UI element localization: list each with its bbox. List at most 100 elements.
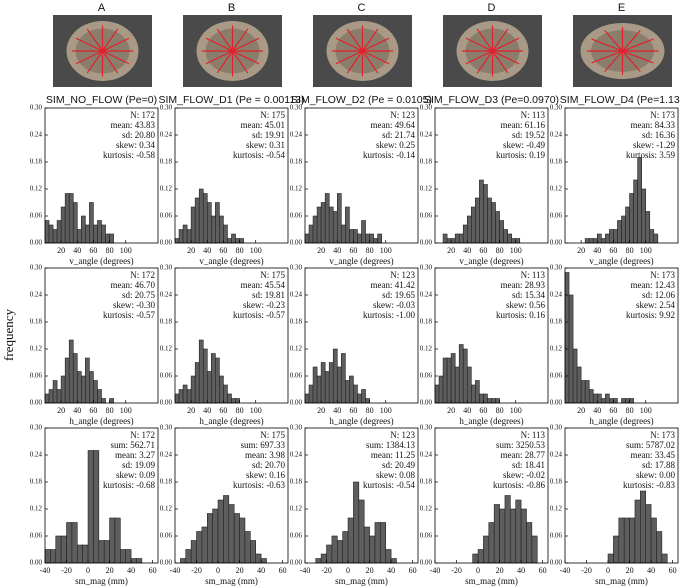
histogram-bar <box>633 179 638 244</box>
x-tick-label: 40 <box>387 566 395 575</box>
vessel <box>232 28 249 52</box>
histogram-bar <box>601 398 606 404</box>
histogram-bar <box>64 357 70 404</box>
stat-text: mean: 61.16 <box>501 120 546 130</box>
histogram-bar <box>48 389 54 404</box>
histogram-bar <box>592 238 598 244</box>
y-tick-label: 0.12 <box>420 345 433 353</box>
histogram-bar <box>336 366 342 404</box>
y-tick-label: 0.12 <box>30 185 43 193</box>
stat-text: skew: 0.31 <box>246 140 285 150</box>
histogram-bar <box>185 549 192 564</box>
column-letter: E <box>618 2 625 14</box>
vessel <box>362 50 379 74</box>
axes-frame <box>304 107 419 244</box>
histogram-bar <box>260 558 267 564</box>
stat-text: sum: 562.71 <box>110 440 155 450</box>
histogram-bar <box>231 398 236 404</box>
x-tick-label: 80 <box>106 406 114 415</box>
histogram-bar <box>446 238 452 244</box>
x-tick-label: 100 <box>640 406 652 415</box>
histogram-bar <box>653 233 659 244</box>
y-tick-label: 0.00 <box>160 239 173 247</box>
histogram-bar <box>320 202 326 244</box>
histogram-bar <box>609 229 614 244</box>
y-tick-label: 0.00 <box>30 239 43 247</box>
histogram-bar <box>89 202 94 244</box>
vessel <box>216 28 233 52</box>
histogram-bar <box>491 202 496 244</box>
x-tick-label: 80 <box>496 406 504 415</box>
histogram-bar <box>316 206 322 244</box>
histogram-bar <box>64 193 70 244</box>
y-tick-label: 0.30 <box>550 264 563 272</box>
x-tick-label: 40 <box>647 566 655 575</box>
histogram-bar <box>44 220 50 244</box>
stat-text: skew: 0.16 <box>246 470 285 480</box>
x-tick-label: -20 <box>581 566 592 575</box>
histogram-bar <box>345 206 350 244</box>
histogram-bar <box>223 224 228 244</box>
histogram-bar <box>613 229 618 244</box>
x-tick-label: 40 <box>257 566 265 575</box>
stat-text: kurtosis: -0.57 <box>103 310 156 320</box>
stat-text: skew: 0.08 <box>376 470 415 480</box>
stat-text: kurtosis: -1.00 <box>363 310 416 320</box>
stat-text: kurtosis: -0.54 <box>363 480 416 490</box>
x-tick-label: 100 <box>640 246 652 255</box>
histogram-bar <box>174 238 180 244</box>
stat-text: sd: 20.80 <box>122 130 156 140</box>
histogram-bar <box>93 380 98 404</box>
x-axis-label: v_angle (degrees) <box>329 256 393 266</box>
histogram-bar <box>454 366 460 404</box>
histogram-bar <box>483 393 488 404</box>
x-axis-label: h_angle (degrees) <box>459 416 523 426</box>
histogram-bar <box>596 393 602 404</box>
stat-text: skew: -0.49 <box>503 140 545 150</box>
stat-text: kurtosis: -0.57 <box>233 310 286 320</box>
specimen-image <box>443 15 542 87</box>
y-tick-label: 0.00 <box>420 399 433 407</box>
histogram-bar <box>629 517 636 564</box>
column-letter: B <box>228 2 235 14</box>
histogram-bar <box>475 380 480 404</box>
histogram-bar <box>446 357 452 404</box>
vessel <box>86 28 103 52</box>
histogram-bar <box>347 517 354 564</box>
histogram-bar <box>231 233 236 244</box>
histogram-bar <box>219 215 224 244</box>
y-tick-label: 0.00 <box>550 559 563 567</box>
histogram-bar <box>328 206 334 244</box>
x-axis-label: sm_mag (mm) <box>595 576 648 586</box>
y-tick-label: 0.30 <box>160 264 173 272</box>
x-tick-label: 100 <box>510 406 522 415</box>
histogram-bar <box>576 366 582 404</box>
histogram-bar <box>656 531 663 564</box>
stat-text: mean: 28.93 <box>501 280 546 290</box>
stat-text: sum: 3250.53 <box>496 440 546 450</box>
y-tick-label: 0.18 <box>550 158 563 166</box>
histogram-bar <box>186 229 192 244</box>
histogram-bar <box>365 233 370 244</box>
y-tick-label: 0.06 <box>420 212 433 220</box>
y-tick-label: 0.12 <box>290 345 303 353</box>
column-title: SIM_FLOW_D1 (Pe = 0.00113) <box>159 94 305 106</box>
axes-frame <box>44 267 159 404</box>
specimen-image <box>53 15 152 87</box>
histogram-bar <box>85 357 90 404</box>
stat-text: N: 113 <box>521 270 546 280</box>
stat-text: sd: 20.49 <box>382 460 416 470</box>
stat-text: mean: 49.64 <box>371 120 416 130</box>
vessel <box>232 50 249 74</box>
histogram-bar <box>353 384 358 404</box>
y-tick-label: 0.06 <box>160 372 173 380</box>
histogram-bar <box>105 233 110 244</box>
x-tick-label: 100 <box>120 246 132 255</box>
histogram-bar <box>332 211 338 244</box>
y-tick-label: 0.18 <box>30 158 43 166</box>
y-tick-label: 0.00 <box>290 559 303 567</box>
histogram-bar <box>572 348 578 404</box>
histogram-bar <box>580 380 586 404</box>
histogram-bar <box>201 526 208 564</box>
y-tick-label: 0.00 <box>420 239 433 247</box>
